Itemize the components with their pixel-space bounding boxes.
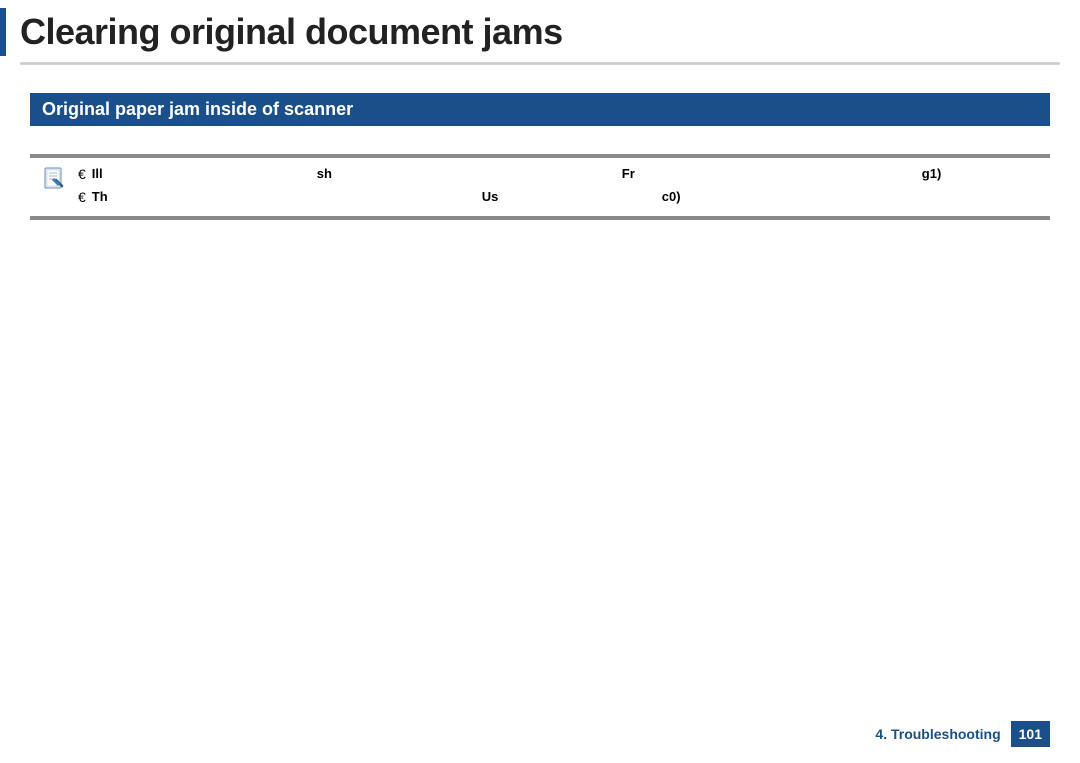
footer: 4. Troubleshooting 101 (875, 721, 1050, 747)
content-area: Original paper jam inside of scanner € (0, 65, 1080, 220)
note-text-container: € Ill sh Fr g1) € Th Us c0) (78, 164, 1040, 210)
note-body: € Ill sh Fr g1) € Th Us c0) (30, 158, 1050, 216)
note-bullet-line-1: € Ill sh Fr g1) (78, 164, 1040, 185)
note-icon (40, 164, 68, 192)
title-accent-bar (0, 8, 6, 56)
garbled-segment: Th (92, 187, 108, 207)
garbled-row-2: Th Us c0) (92, 187, 1040, 207)
garbled-segment: c0) (662, 187, 681, 207)
bullet-char: € (78, 164, 86, 185)
garbled-segment: Us (482, 187, 499, 207)
note-bullet-line-2: € Th Us c0) (78, 187, 1040, 208)
note-bottom-bar (30, 216, 1050, 220)
page-title-container: Clearing original document jams (0, 0, 1080, 56)
note-box: € Ill sh Fr g1) € Th Us c0) (30, 154, 1050, 220)
garbled-segment: Ill (92, 164, 103, 184)
garbled-row-1: Ill sh Fr g1) (92, 164, 1040, 184)
footer-chapter: 4. Troubleshooting (875, 726, 1000, 742)
garbled-segment: sh (317, 164, 332, 184)
page-title: Clearing original document jams (20, 11, 563, 53)
garbled-segment: Fr (622, 164, 635, 184)
garbled-segment: g1) (922, 164, 942, 184)
bullet-char: € (78, 187, 86, 208)
page-number: 101 (1011, 721, 1050, 747)
section-heading: Original paper jam inside of scanner (30, 93, 1050, 126)
